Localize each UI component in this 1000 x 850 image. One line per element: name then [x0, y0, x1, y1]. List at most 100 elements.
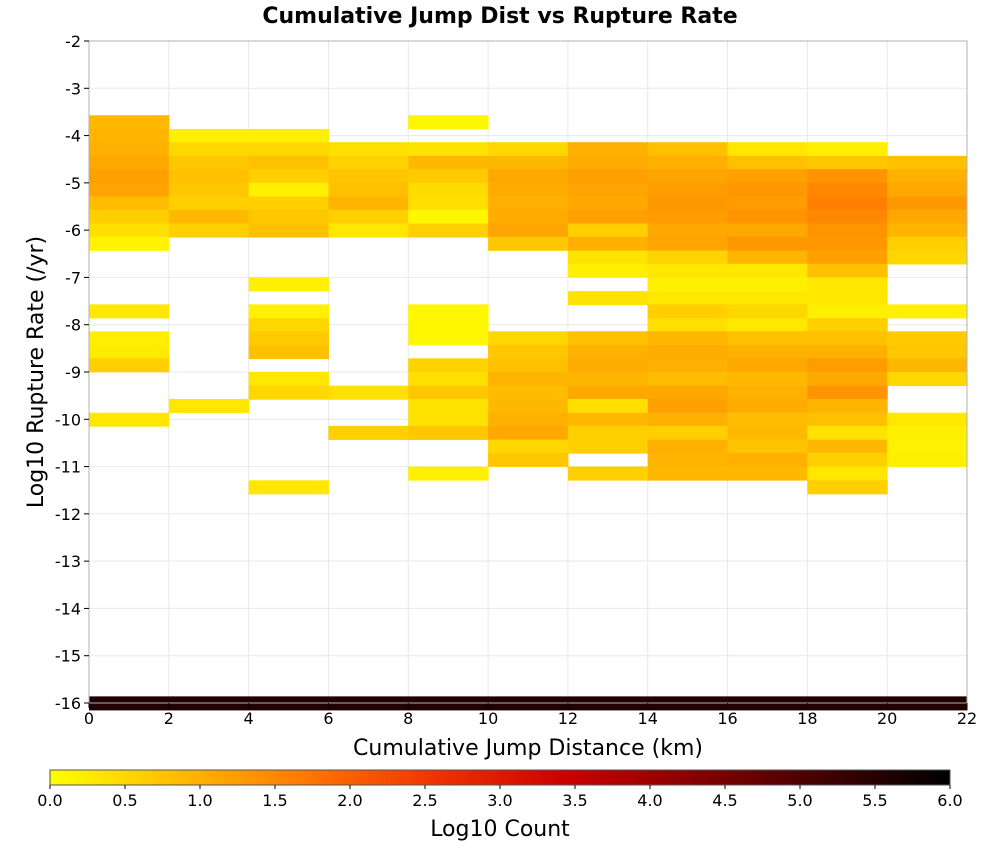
heatmap-cell: [408, 358, 489, 373]
heatmap-cell: [887, 372, 968, 387]
y-tick-label: -4: [65, 127, 81, 146]
heatmap-cell: [807, 466, 888, 481]
x-tick-label: 18: [797, 709, 817, 728]
colorbar: [49, 769, 951, 786]
heatmap-cell: [168, 223, 250, 238]
heatmap-cell: [408, 372, 489, 387]
y-tick-label: -2: [65, 32, 81, 51]
heatmap-cell: [488, 223, 569, 238]
heatmap-cell: [248, 372, 329, 387]
heatmap-cell: [807, 452, 888, 467]
heatmap-cell: [248, 142, 329, 157]
heatmap-cell: [488, 196, 569, 211]
y-tick-label: -5: [65, 174, 81, 193]
heatmap-cell: [647, 142, 729, 157]
heatmap-cell: [408, 331, 489, 346]
heatmap-cell: [727, 425, 808, 440]
heatmap-cell: [168, 142, 250, 157]
heatmap-cell: [727, 250, 808, 265]
heatmap-cell: [328, 155, 409, 170]
heatmap-cell: [887, 196, 968, 211]
heatmap-cell: [328, 425, 409, 440]
heatmap-cell: [727, 142, 808, 157]
heatmap-cell: [887, 236, 968, 251]
heatmap-cell: [408, 466, 489, 481]
heatmap-cell: [488, 439, 569, 454]
heatmap-cell: [488, 425, 569, 440]
heatmap-cell: [647, 250, 729, 265]
heatmap-cell: [488, 142, 569, 157]
heatmap-cell: [168, 155, 250, 170]
colorbar-tick-label: 2.0: [337, 791, 362, 810]
heatmap-cell: [408, 398, 489, 413]
heatmap-cell: [807, 196, 888, 211]
colorbar-tick-label: 0.0: [37, 791, 62, 810]
heatmap-cell: [488, 182, 569, 197]
heatmap-cell: [488, 372, 569, 387]
heatmap-cell: [89, 345, 170, 360]
colorbar-tick-label: 1.0: [187, 791, 212, 810]
heatmap-cell: [89, 412, 170, 427]
heatmap-cell: [647, 466, 729, 481]
heatmap-cell: [488, 412, 569, 427]
heatmap-cell: [647, 358, 729, 373]
heatmap-cell: [89, 358, 170, 373]
heatmap-cell: [408, 182, 489, 197]
x-tick-label: 10: [478, 709, 498, 728]
heatmap-cell: [488, 236, 569, 251]
heatmap-cell: [727, 196, 808, 211]
heatmap-cell: [408, 318, 489, 333]
heatmap-cell: [807, 291, 888, 306]
heatmap-cell: [567, 439, 649, 454]
colorbar-tick-label: 1.5: [262, 791, 287, 810]
heatmap-cell: [727, 372, 808, 387]
x-tick-label: 0: [84, 709, 94, 728]
x-axis-ticks: 0 2 4 6 8 10 12 14 16 18 20 22: [84, 703, 977, 728]
heatmap-cell: [488, 358, 569, 373]
colorbar-tick-label: 0.5: [112, 791, 137, 810]
heatmap-cell: [647, 372, 729, 387]
heatmap-cell: [567, 155, 649, 170]
heatmap-cell: [248, 223, 329, 238]
heatmap-cell: [408, 385, 489, 400]
heatmap-cell: [248, 155, 329, 170]
colorbar-tick-label: 3.5: [562, 791, 587, 810]
heatmap-cell: [328, 209, 409, 224]
y-tick-label: -14: [55, 599, 81, 618]
x-tick-label: 6: [323, 709, 333, 728]
heatmap-cell: [248, 169, 329, 184]
heatmap-cell: [727, 291, 808, 306]
heatmap-cell: [647, 196, 729, 211]
heatmap-cell: [89, 115, 170, 130]
heatmap-cell: [567, 142, 649, 157]
heatmap-cell: [168, 182, 250, 197]
heatmap-cell: [647, 277, 729, 292]
heatmap-cell: [248, 209, 329, 224]
heatmap-cell: [887, 345, 968, 360]
heatmap-cell: [248, 480, 329, 495]
y-axis-label: Log10 Rupture Rate (/yr): [24, 236, 49, 508]
y-tick-label: -8: [65, 316, 81, 335]
heatmap-cells: [89, 115, 968, 711]
colorbar-tick-label: 4.0: [637, 791, 662, 810]
heatmap-cell: [647, 304, 729, 319]
heatmap-cell: [567, 236, 649, 251]
colorbar-tick-label: 5.5: [862, 791, 887, 810]
heatmap-cell: [887, 331, 968, 346]
heatmap-cell: [807, 236, 888, 251]
heatmap-cell: [727, 277, 808, 292]
heatmap-cell: [887, 169, 968, 184]
heatmap-cell: [807, 331, 888, 346]
x-tick-label: 8: [403, 709, 413, 728]
heatmap-cell: [408, 209, 489, 224]
heatmap-cell: [727, 263, 808, 278]
heatmap-cell: [727, 358, 808, 373]
heatmap-cell: [727, 439, 808, 454]
y-tick-label: -6: [65, 221, 81, 240]
heatmap-cell: [727, 318, 808, 333]
heatmap-cell: [89, 209, 170, 224]
heatmap-cell: [488, 385, 569, 400]
y-tick-label: -13: [55, 552, 81, 571]
heatmap-cell: [168, 209, 250, 224]
